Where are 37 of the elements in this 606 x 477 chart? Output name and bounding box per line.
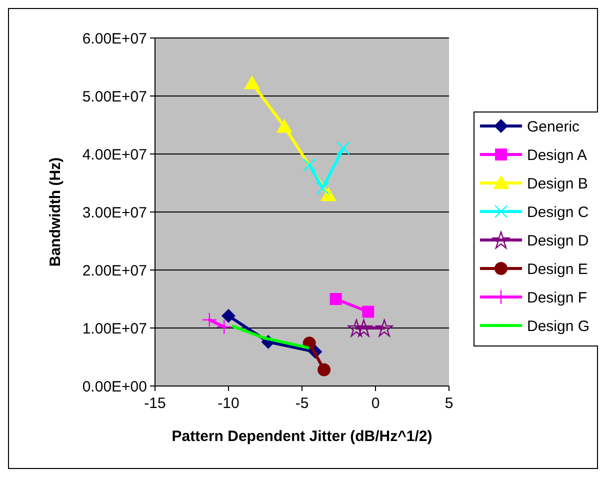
y-axis-title: Bandwidth (Hz) [47, 157, 64, 267]
y-tick-label: 1.00E+07 [82, 320, 147, 338]
point [222, 308, 236, 323]
x-tick-label: -10 [218, 395, 240, 412]
point [302, 158, 316, 172]
legend-label: Design C [527, 204, 589, 221]
legend-label: Generic [527, 118, 580, 136]
x-axis-title: Pattern Dependent Jitter (dB/Hz^1/2) [172, 428, 432, 445]
legend-label: Design A [527, 146, 588, 164]
x-tick-label: -5 [295, 395, 309, 412]
point [216, 319, 232, 334]
point [202, 312, 217, 328]
point [348, 319, 365, 337]
point [330, 293, 342, 305]
y-tick-label: 6.00E+07 [82, 30, 147, 48]
point [320, 187, 336, 202]
point [244, 75, 260, 90]
x-tick-label: -15 [144, 395, 166, 412]
point [336, 142, 350, 155]
x-tick-label: 5 [444, 395, 454, 412]
point [362, 306, 374, 318]
point [318, 363, 331, 376]
legend-label: Design B [527, 175, 588, 192]
legend-label: Design E [527, 260, 588, 278]
legend-label: Design G [527, 318, 590, 335]
point [355, 319, 372, 337]
point [376, 319, 393, 337]
y-tick-label: 0.00E+00 [82, 378, 147, 396]
legend-label: Design D [527, 232, 589, 250]
y-tick-label: 2.00E+07 [82, 262, 147, 280]
point [276, 118, 292, 133]
y-tick-label: 3.00E+07 [82, 204, 147, 222]
y-tick-label: 5.00E+07 [82, 88, 147, 106]
legend-label: Design F [527, 289, 588, 306]
x-tick-label: 0 [371, 395, 380, 412]
point [316, 182, 330, 195]
y-tick-label: 4.00E+07 [82, 146, 147, 164]
